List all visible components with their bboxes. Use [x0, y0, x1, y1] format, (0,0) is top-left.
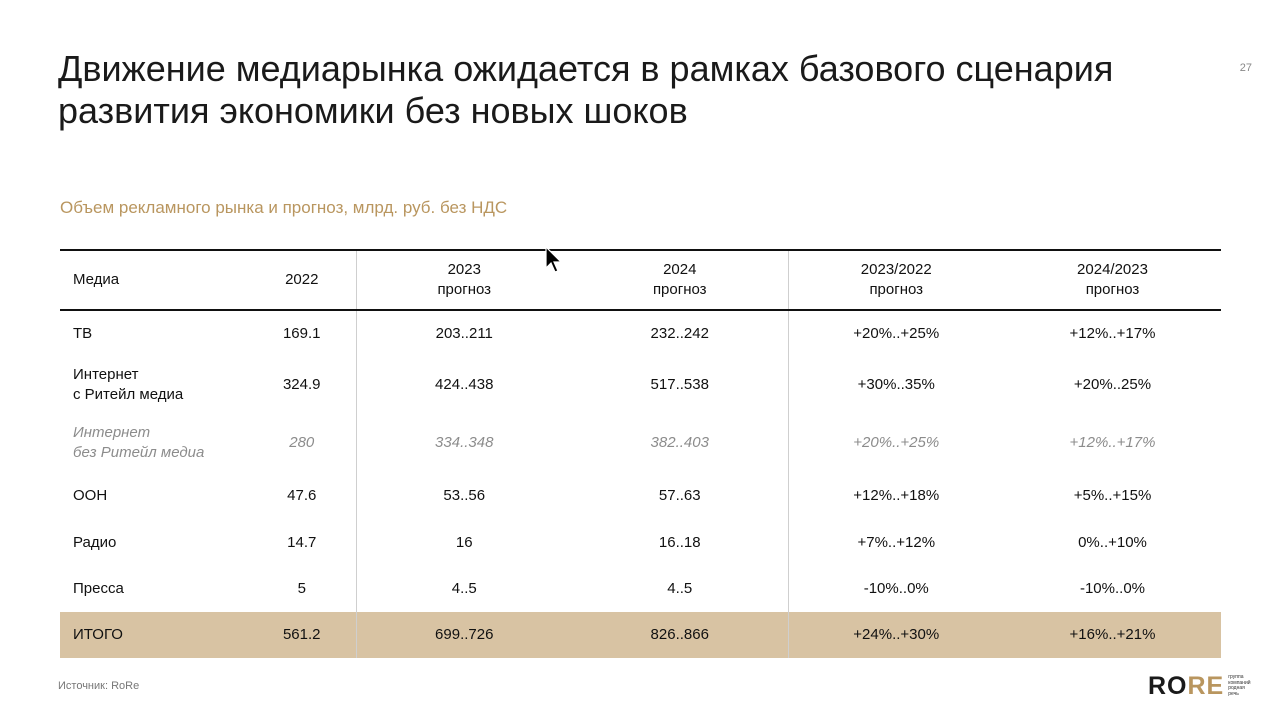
- slide-title: Движение медиарынка ожидается в рамках б…: [58, 48, 1218, 132]
- cell-growth-2023: +7%..+12%: [787, 520, 1004, 566]
- cell-2023: 699..726: [355, 612, 572, 658]
- row-label: OOH: [73, 487, 108, 504]
- cell-growth-2023: -10%..0%: [787, 566, 1004, 612]
- cell-2024: 517..538: [650, 376, 709, 393]
- cell-growth-2024: +12%..+17%: [1069, 324, 1156, 342]
- logo-wordmark: RORE: [1148, 672, 1225, 700]
- source-note: Источник: RoRe: [58, 680, 140, 692]
- table-row: Пресса 5 4..5 4..5 -10%..0% -10%..0%: [60, 566, 1221, 612]
- table-row: Радио 14.7 16 16..18 +7%..+12% 0%..+10%: [60, 520, 1221, 566]
- cell-2022: 280: [289, 434, 315, 451]
- cell-2024: 16..18: [658, 534, 701, 551]
- page-number: 27: [1239, 62, 1252, 74]
- cell-2023: 53..56: [355, 472, 572, 520]
- row-label: ТВ: [73, 324, 93, 342]
- cell-growth-2023: +30%..35%: [787, 356, 1004, 414]
- row-label: Пресса: [73, 580, 124, 597]
- cell-2022: 324.9: [282, 376, 321, 393]
- table-row: OOH 47.6 53..56 57..63 +12%..+18% +5%..+…: [60, 472, 1221, 520]
- rore-logo: RORE группа компаний родная речь: [1148, 672, 1252, 700]
- row-label: Радио: [73, 534, 117, 551]
- cell-2024: 4..5: [667, 580, 693, 597]
- table-row: ТВ 169.1 203..211 232..242 +20%..+25% +1…: [60, 310, 1221, 356]
- row-label: ИТОГО: [73, 626, 123, 643]
- cell-growth-2024: 0%..+10%: [1078, 534, 1147, 551]
- table-row: Интернет с Ритейл медиа 324.9 424..438 51…: [60, 356, 1221, 414]
- cell-growth-2024: +12%..+17%: [1069, 434, 1156, 451]
- header-2024-forecast: 2024 прогноз: [652, 261, 707, 298]
- cell-growth-2024: +5%..+15%: [1073, 487, 1152, 504]
- cell-growth-2023: +20%..+25%: [787, 310, 1004, 356]
- cell-growth-2023: +20%..+25%: [787, 414, 1004, 472]
- row-label: Интернет без Ритейл медиа: [73, 424, 205, 461]
- cell-2023: 16: [355, 520, 572, 566]
- row-label: Интернет с Ритейл медиа: [73, 366, 184, 403]
- logo-tagline: группа компаний родная речь: [1228, 674, 1251, 697]
- header-2023-2022-forecast: 2023/2022 прогноз: [787, 250, 1004, 310]
- cell-2022: 169.1: [282, 324, 321, 342]
- header-2023-forecast: 2023 прогноз: [355, 250, 572, 310]
- ad-market-table-container: Медиа 2022 2023 прогноз 2024 прогноз 2023/…: [60, 249, 1221, 658]
- cell-growth-2023: +24%..+30%: [787, 612, 1004, 658]
- mouse-cursor-icon: [545, 246, 563, 273]
- header-2022: 2022: [285, 271, 319, 288]
- cell-growth-2024: -10%..0%: [1079, 580, 1146, 597]
- table-header-row: Медиа 2022 2023 прогноз 2024 прогноз 2023/…: [60, 250, 1221, 310]
- cell-growth-2024: +20%..25%: [1073, 376, 1152, 393]
- table-caption: Объем рекламного рынка и прогноз, млрд. …: [60, 198, 508, 217]
- cell-2024: 57..63: [658, 487, 701, 504]
- cell-2023: 424..438: [355, 356, 572, 414]
- ad-market-table: Медиа 2022 2023 прогноз 2024 прогноз 2023/…: [60, 249, 1221, 658]
- cell-2023: 334..348: [355, 414, 572, 472]
- cell-2022: 47.6: [287, 487, 317, 504]
- cell-2022: 5: [297, 580, 306, 597]
- table-row: Интернет без Ритейл медиа 280 334..348 38…: [60, 414, 1221, 472]
- slide-title-line-2: развития экономики без новых шоков: [58, 90, 688, 131]
- table-total-row: ИТОГО 561.2 699..726 826..866 +24%..+30%…: [60, 612, 1221, 658]
- cell-growth-2024: +16%..+21%: [1069, 626, 1156, 643]
- cell-2023: 4..5: [355, 566, 572, 612]
- cell-2024: 826..866: [650, 626, 709, 643]
- header-media: Медиа: [73, 271, 120, 288]
- cell-2022: 561.2: [282, 626, 321, 643]
- slide-title-line-1: Движение медиарынка ожидается в рамках б…: [58, 48, 1114, 89]
- cell-growth-2023: +12%..+18%: [787, 472, 1004, 520]
- cell-2022: 14.7: [287, 534, 317, 551]
- cell-2023: 203..211: [355, 310, 572, 356]
- header-2024-2023-forecast: 2024/2023 прогноз: [1077, 261, 1148, 298]
- cell-2024: 382..403: [650, 434, 709, 451]
- cell-2024: 232..242: [650, 324, 709, 342]
